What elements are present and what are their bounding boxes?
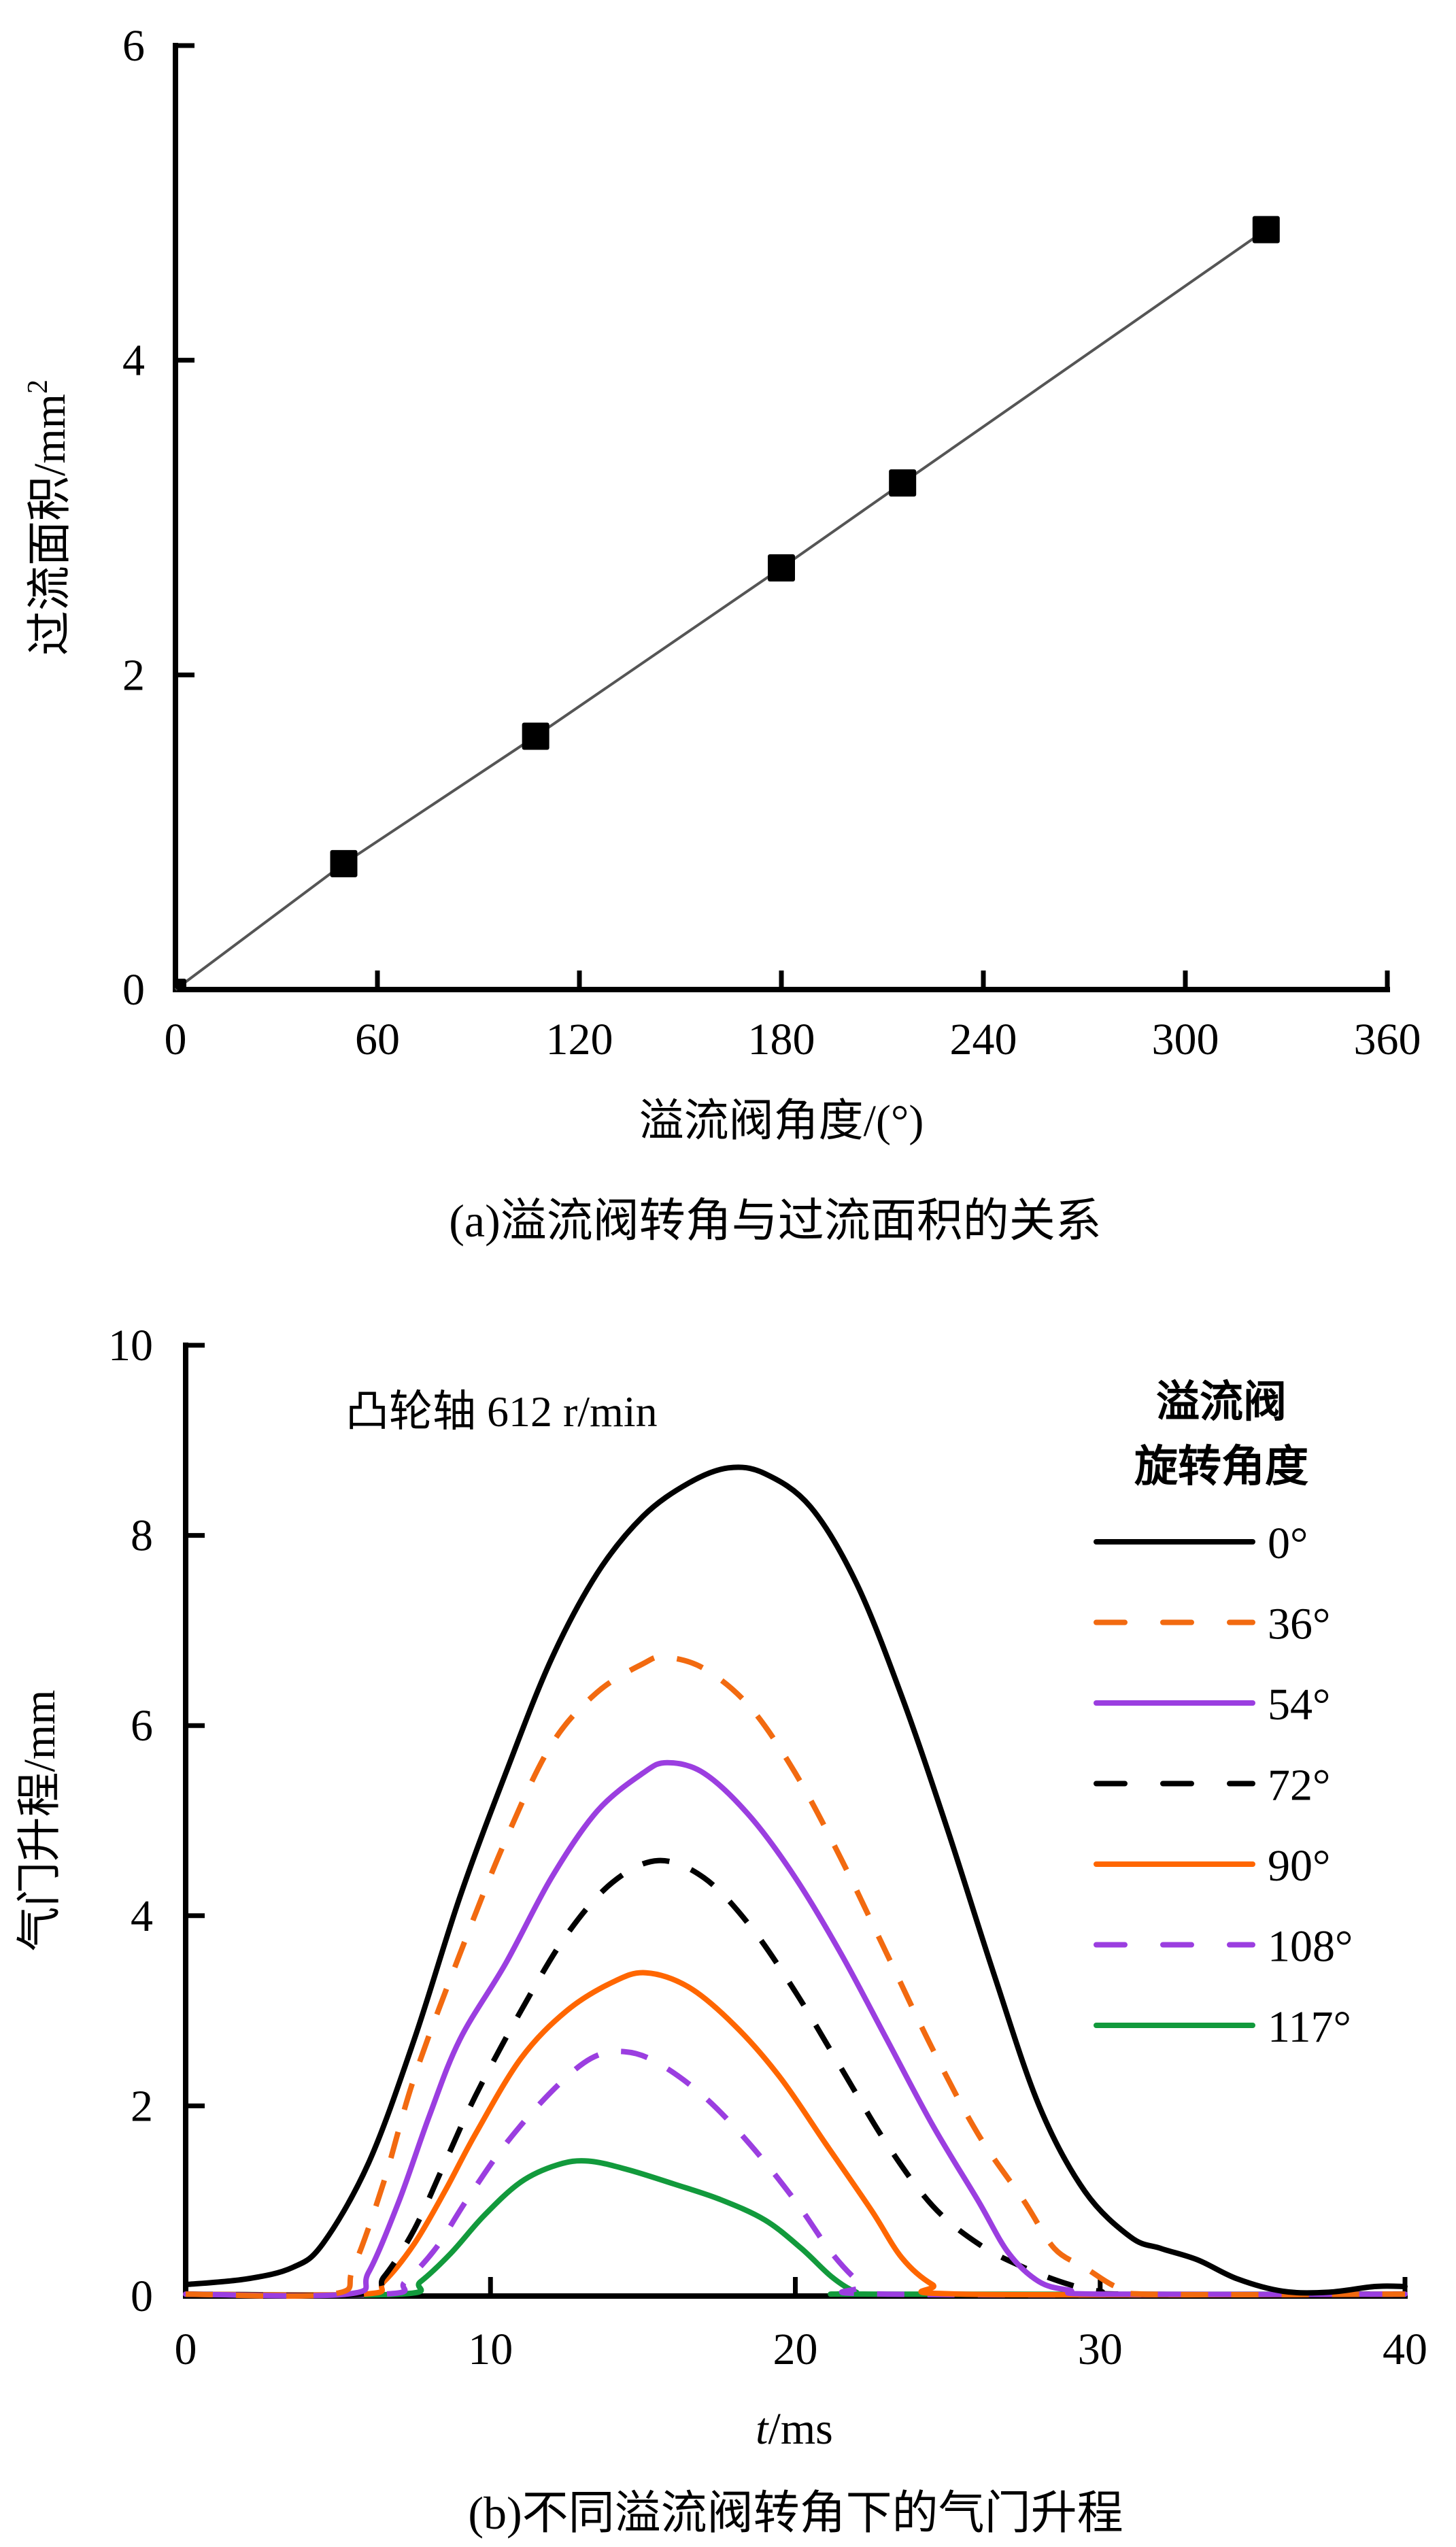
legend-item: 72°: [1094, 1761, 1330, 1810]
y-tick-label: 6: [122, 21, 145, 71]
legend-label: 0°: [1268, 1519, 1308, 1568]
y-tick-label: 2: [122, 650, 145, 700]
legend-item: 54°: [1094, 1680, 1330, 1730]
x-tick-label: 40: [1383, 2325, 1427, 2374]
x-tick-label: 30: [1078, 2325, 1123, 2374]
legend-items: 0° 36° 54° 72° 90° 108° 117°: [1094, 1519, 1353, 2052]
legend-label: 54°: [1268, 1680, 1330, 1730]
y-tick-label: 0: [131, 2272, 153, 2321]
y-tick-label: 4: [122, 336, 145, 386]
chart-b-x-axis-title-unit: /ms: [768, 2404, 832, 2454]
chart-b-y-axis-title: 气门升程/mm: [15, 1689, 65, 1951]
data-point-marker: [889, 469, 917, 497]
chart-a-axes: [173, 43, 1390, 992]
x-tick-label: 180: [748, 1015, 815, 1064]
legend-item: 90°: [1094, 1841, 1330, 1891]
y-tick-label: 10: [108, 1321, 153, 1370]
data-point-marker: [522, 722, 549, 750]
chart-a-x-axis-title: 溢流阀角度/(°): [639, 1096, 924, 1146]
chart-b-y-ticks: 0 2 4 6 8 10: [108, 1321, 205, 2321]
legend-title-line-1: 溢流阀: [1156, 1377, 1287, 1428]
y-tick-label: 4: [131, 1891, 153, 1941]
y-tick-label: 6: [131, 1701, 153, 1751]
chart-a-y-axis-title-superscript: 2: [22, 379, 54, 394]
x-tick-label: 300: [1152, 1015, 1219, 1064]
series-line-54deg: [183, 1759, 1408, 2299]
x-tick-label: 360: [1354, 1015, 1421, 1064]
data-point-marker: [768, 554, 795, 582]
series-line-108deg: [185, 2048, 1406, 2298]
legend-label: 108°: [1268, 1922, 1353, 1972]
data-point-marker: [1252, 216, 1280, 243]
series-line: [174, 229, 1267, 991]
y-tick-label: 8: [131, 1511, 153, 1561]
chart-a-series: [174, 216, 1280, 991]
chart-a-y-axis-title-main: 过流面积/mm: [25, 394, 75, 656]
legend-label: 117°: [1268, 2002, 1351, 2052]
series-line-72deg: [185, 1857, 1406, 2299]
chart-a-caption: (a)溢流阀转角与过流面积的关系: [449, 1195, 1101, 1247]
legend-item: 117°: [1094, 2002, 1351, 2052]
data-point-marker: [175, 979, 186, 990]
legend-label: 90°: [1268, 1841, 1330, 1891]
data-point-marker: [330, 849, 358, 877]
series-line-117deg: [183, 2158, 1408, 2298]
x-tick-label: 120: [546, 1015, 613, 1064]
chart-a-y-axis-title: 过流面积/mm2: [22, 379, 75, 656]
x-tick-label: 240: [950, 1015, 1017, 1064]
legend-label: 36°: [1268, 1600, 1330, 1649]
x-tick-label: 0: [165, 1015, 187, 1064]
x-tick-label: 10: [468, 2325, 513, 2374]
chart-b-x-ticks: 0 10 20 30 40: [175, 2277, 1427, 2374]
legend-label: 72°: [1268, 1761, 1330, 1810]
chart-a: 0 60 120 180 240 300 360 0 2 4 6 溢流阀角度/(°) 过流面积/m…: [22, 21, 1421, 1247]
series-line-36deg: [185, 1654, 1406, 2299]
chart-b-caption: (b)不同溢流阀转角下的气门升程: [468, 2487, 1123, 2539]
legend-item: 0°: [1094, 1519, 1308, 1568]
x-tick-label: 20: [773, 2325, 818, 2374]
chart-b-annotation: 凸轮轴 612 r/min: [345, 1387, 658, 1436]
chart-b-x-axis-title: t/ms: [756, 2404, 833, 2454]
chart-a-y-ticks: 0 2 4 6: [122, 21, 194, 1015]
legend-item: 36°: [1094, 1600, 1330, 1649]
chart-b: 0 10 20 30 40 0 2 4 6 8 10 凸轮轴 612 r/min 溢流阀 旋转角度…: [15, 1321, 1427, 2539]
svg-text:过流面积/mm2: 过流面积/mm2: [22, 379, 75, 656]
chart-b-legend: 溢流阀 旋转角度 0° 36° 54° 72° 90° 108° 117°: [1094, 1377, 1353, 2052]
y-tick-label: 0: [122, 965, 145, 1015]
chart-b-x-axis-title-italic: t: [756, 2404, 769, 2454]
series-line-0deg: [183, 1464, 1408, 2296]
x-tick-label: 60: [355, 1015, 400, 1064]
series-line-90deg: [183, 1970, 1408, 2298]
chart-a-x-ticks: 0 60 120 180 240 300 360: [165, 971, 1421, 1064]
chart-b-series: [183, 1464, 1408, 2299]
x-tick-label: 0: [175, 2325, 197, 2374]
legend-item: 108°: [1094, 1922, 1353, 1972]
legend-title-line-2: 旋转角度: [1134, 1442, 1308, 1492]
y-tick-label: 2: [131, 2081, 153, 2131]
